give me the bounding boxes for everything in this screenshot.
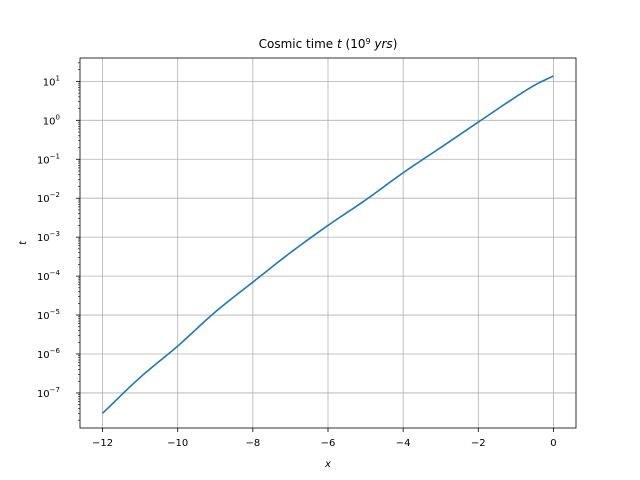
y-tick-label: 10−5 xyxy=(37,308,60,322)
y-tick-label: 10−4 xyxy=(37,269,61,283)
y-axis-ticks: 10−7 10−6 10−5 10−4 10−3 10−2 10−1 100 101 xyxy=(37,62,80,421)
y-tick-label: 10−1 xyxy=(37,152,60,166)
x-axis-ticks: −12 −10 −8 −6 −4 −2 0 xyxy=(92,428,557,449)
grid xyxy=(80,58,576,428)
x-tick-label: −2 xyxy=(471,438,486,449)
x-tick-label: −8 xyxy=(245,438,260,449)
x-tick-label: −10 xyxy=(167,438,188,449)
y-tick-label: 101 xyxy=(43,74,60,88)
y-tick-label: 10−2 xyxy=(37,191,60,205)
x-tick-label: −12 xyxy=(92,438,113,449)
x-tick-label: 0 xyxy=(550,438,556,449)
y-tick-label: 10−7 xyxy=(37,386,60,400)
x-tick-label: −6 xyxy=(321,438,336,449)
y-tick-label: 10−6 xyxy=(37,347,61,361)
x-axis-label: x xyxy=(324,459,331,470)
series-line xyxy=(101,75,554,414)
x-tick-label: −4 xyxy=(396,438,411,449)
y-tick-label: 10−3 xyxy=(37,230,60,244)
y-axis-label: t xyxy=(18,240,29,245)
y-tick-label: 100 xyxy=(43,113,60,127)
chart-title: Cosmic time t (109 yrs) xyxy=(259,37,398,52)
series-layer xyxy=(101,75,554,414)
